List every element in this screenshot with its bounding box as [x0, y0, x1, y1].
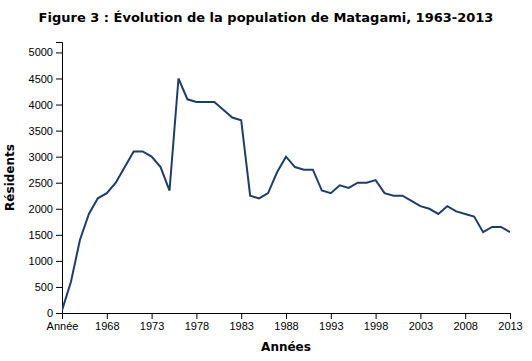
y-axis-tick-label: 5000 [29, 46, 53, 58]
y-axis-tick: 5000 [29, 46, 62, 58]
x-axis-tick-mark [241, 313, 242, 319]
y-axis-tick-mark [56, 287, 62, 288]
x-axis-tick-mark [196, 313, 197, 319]
y-axis-tick-label: 2500 [29, 177, 53, 189]
x-axis-tick: 2013 [498, 313, 522, 332]
y-axis-tick: 2000 [29, 203, 62, 215]
x-axis-tick-label: 2008 [453, 320, 477, 332]
y-axis-tick: 3000 [29, 151, 62, 163]
x-axis-tick-mark [510, 313, 511, 319]
x-axis-line [63, 314, 511, 320]
x-axis-tick-mark [420, 313, 421, 319]
y-axis-tick: 500 [35, 281, 62, 293]
x-axis-tick: 2003 [409, 313, 433, 332]
x-axis-tick-mark [376, 313, 377, 319]
x-axis-tick-label: 2003 [409, 320, 433, 332]
chart: Figure 3 : Évolution de la population de… [0, 0, 532, 361]
x-axis: Année 1968 1973 1978 1983 1988 1993 1998 2003 200… [47, 313, 523, 332]
plot: Année 1968 1973 1978 1983 1988 1993 1998 2003 200… [29, 43, 523, 332]
y-axis-tick: 1000 [29, 255, 62, 267]
x-axis-tick: 1988 [274, 313, 298, 332]
x-axis-tick-mark [331, 313, 332, 319]
x-axis-tick-mark [152, 313, 153, 319]
x-axis-tick: 1998 [364, 313, 388, 332]
x-axis-tick-label: 1998 [364, 320, 388, 332]
y-axis-tick: 1500 [29, 229, 62, 241]
y-axis-title: Résidents [3, 144, 17, 211]
x-axis-tick: 1973 [140, 313, 164, 332]
x-axis-tick: 2008 [453, 313, 477, 332]
x-axis-tick-mark [107, 313, 108, 319]
x-axis-tick-label: Année [47, 320, 79, 332]
y-axis-tick-label: 2000 [29, 203, 53, 215]
y-axis-tick-label: 1000 [29, 255, 53, 267]
x-axis-tick-label: 1983 [229, 320, 253, 332]
y-axis-tick-mark [56, 209, 62, 210]
x-axis-tick-label: 1973 [140, 320, 164, 332]
y-axis-tick-mark [56, 78, 62, 79]
title: Figure 3 : Évolution de la population de… [39, 10, 494, 25]
y-axis-tick-mark [56, 261, 62, 262]
y-axis-tick: 0 [47, 307, 62, 319]
y-axis-tick-label: 0 [47, 307, 53, 319]
y-axis-tick-label: 4500 [29, 73, 53, 85]
x-axis-title: Années [261, 340, 311, 354]
x-axis-tick-mark [286, 313, 287, 319]
x-axis-tick-label: 1993 [319, 320, 343, 332]
y-axis-tick-label: 3500 [29, 125, 53, 137]
y-axis-tick: 4000 [29, 99, 62, 111]
y-axis-tick: 2500 [29, 177, 62, 189]
x-axis-tick-label: 1978 [185, 320, 209, 332]
x-axis-tick: 1968 [95, 313, 119, 332]
y-axis-tick-label: 1500 [29, 229, 53, 241]
y-axis-tick-label: 4000 [29, 99, 53, 111]
y-axis-line [56, 43, 63, 314]
y-axis-tick-label: 500 [35, 281, 53, 293]
y-axis-tick: 3500 [29, 125, 62, 137]
y-axis-tick-mark [56, 235, 62, 236]
y-axis-tick-mark [56, 52, 62, 53]
y-axis: 0 500 1000 1500 2000 2500 3000 3500 4000 4500 5000 [29, 43, 63, 320]
x-axis-tick: 1978 [185, 313, 209, 332]
x-axis-tick-mark [465, 313, 466, 319]
x-axis-tick-label: 1968 [95, 320, 119, 332]
x-axis-tick: 1993 [319, 313, 343, 332]
y-axis-tick: 4500 [29, 73, 62, 85]
y-axis-tick-mark [56, 183, 62, 184]
y-axis-tick-label: 3000 [29, 151, 53, 163]
y-axis-tick-mark [56, 105, 62, 106]
x-axis-tick-label: 2013 [498, 320, 522, 332]
x-axis-tick: 1983 [229, 313, 253, 332]
x-axis-tick-label: 1988 [274, 320, 298, 332]
marks [62, 78, 510, 310]
y-axis-tick-mark [56, 313, 62, 314]
y-axis-tick-mark [56, 131, 62, 132]
line [62, 78, 510, 310]
y-axis-tick-mark [56, 157, 62, 158]
